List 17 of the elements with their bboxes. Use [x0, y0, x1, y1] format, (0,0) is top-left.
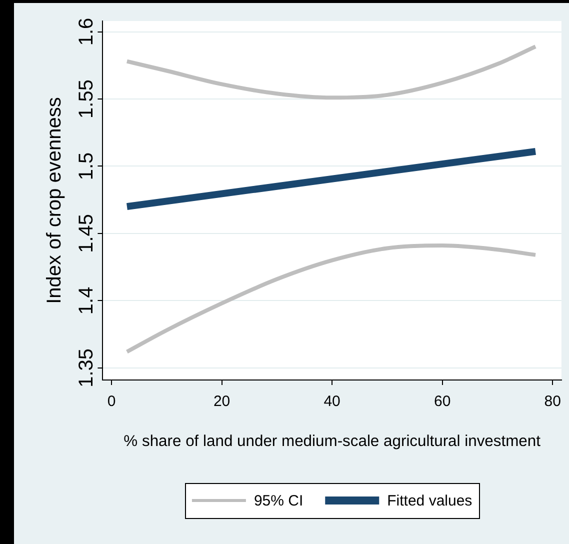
line-series: [124, 244, 538, 354]
legend-label: Fitted values: [387, 492, 472, 510]
y-tick-label: 1.55: [76, 80, 98, 118]
y-tick-label: 1.5: [76, 152, 98, 180]
x-tick-label: 20: [213, 393, 230, 410]
y-axis-title: Index of crop evenness: [44, 97, 66, 304]
x-tick-label: 60: [434, 393, 451, 410]
line-series: [124, 44, 538, 100]
y-tick-label: 1.45: [76, 214, 98, 253]
x-tick-label: 40: [324, 393, 340, 410]
y-tick-label: 1.35: [76, 348, 98, 388]
legend-label: 95% CI: [254, 492, 304, 510]
y-tick-label: 1.4: [76, 286, 98, 315]
x-axis-title: % share of land under medium-scale agricultural investment: [124, 432, 542, 450]
x-tick-label: 80: [544, 393, 561, 410]
y-tick-label: 1.6: [76, 18, 98, 46]
x-tick-label: 0: [107, 393, 116, 410]
